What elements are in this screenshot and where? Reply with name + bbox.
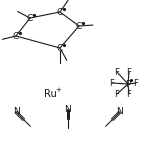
Text: C: C	[13, 32, 19, 41]
Text: C: C	[27, 13, 33, 23]
Text: +: +	[55, 87, 61, 93]
Text: Ru: Ru	[44, 89, 56, 99]
Text: N: N	[13, 108, 19, 117]
Text: C: C	[57, 7, 63, 16]
Text: F: F	[133, 79, 138, 87]
Text: F: F	[127, 68, 131, 77]
Text: F: F	[110, 79, 114, 87]
Text: C: C	[76, 22, 82, 31]
Text: N: N	[117, 108, 123, 117]
Text: P: P	[125, 80, 131, 88]
Text: F: F	[115, 89, 119, 98]
Text: F: F	[127, 89, 131, 98]
Text: F: F	[115, 68, 119, 77]
Text: N: N	[65, 105, 71, 114]
Text: C: C	[57, 43, 63, 52]
